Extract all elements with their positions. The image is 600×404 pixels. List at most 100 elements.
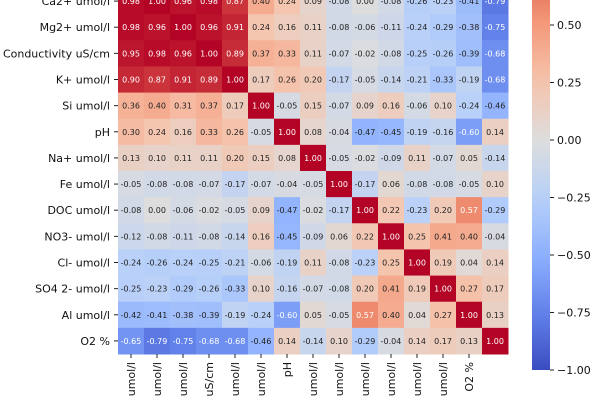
colorbar-tick-label: 0.00 <box>557 134 582 147</box>
heatmap-cell <box>196 223 223 250</box>
heatmap-cell <box>274 0 301 15</box>
cell-value-label: 0.22 <box>356 232 374 241</box>
heatmap-cell <box>404 171 431 198</box>
heatmap-cell <box>404 0 431 15</box>
cell-value-label: 0.15 <box>252 154 270 163</box>
cell-value-label: 0.96 <box>174 49 192 58</box>
cell-value-label: -0.08 <box>173 180 194 189</box>
cell-value-label: -0.14 <box>225 232 246 241</box>
cell-value-label: 0.13 <box>486 311 504 320</box>
cell-value-label: -0.75 <box>485 23 506 32</box>
cell-value-label: -0.46 <box>251 337 272 346</box>
cell-value-label: -0.19 <box>225 311 246 320</box>
cell-value-label: -0.16 <box>277 285 298 294</box>
heatmap-cell <box>430 0 457 15</box>
cell-value-label: -0.16 <box>433 128 454 137</box>
cell-value-label: -0.14 <box>381 76 402 85</box>
y-tick-label: Fe umol/l <box>60 178 110 191</box>
heatmap-cell <box>430 327 457 355</box>
heatmap-cell <box>144 92 171 120</box>
heatmap-cell <box>430 197 457 224</box>
heatmap-cell <box>274 171 301 198</box>
heatmap-cell <box>456 144 483 172</box>
cell-value-label: 0.27 <box>460 285 478 294</box>
heatmap-cell <box>456 66 483 94</box>
heatmap-cell <box>118 40 145 67</box>
cell-value-label: -0.06 <box>251 259 272 268</box>
heatmap-cell <box>404 14 431 41</box>
x-tick-label: O2 % <box>463 362 476 392</box>
cell-value-label: -0.08 <box>381 49 402 58</box>
cell-value-label: -0.24 <box>173 259 194 268</box>
heatmap-cell <box>170 92 197 120</box>
cell-value-label: -0.41 <box>147 311 168 320</box>
cell-value-label: 0.09 <box>252 206 270 215</box>
heatmap-cell <box>170 40 197 67</box>
heatmap-cell <box>274 197 301 224</box>
cell-value-label: 0.11 <box>304 259 322 268</box>
cell-value-label: 1.00 <box>382 232 400 241</box>
cell-value-label: 0.96 <box>174 0 192 6</box>
heatmap-cell <box>326 275 353 303</box>
cell-value-label: -0.08 <box>433 180 454 189</box>
heatmap-cell <box>170 14 197 41</box>
cell-value-label: 0.08 <box>278 154 296 163</box>
y-tick-label: Conductivity uS/cm <box>3 47 110 60</box>
heatmap-cell <box>404 66 431 94</box>
heatmap-cell <box>300 223 327 250</box>
y-tick-label: Mg2+ umol/l <box>40 21 110 34</box>
heatmap-cell <box>326 197 353 224</box>
heatmap-cell <box>170 197 197 224</box>
y-tick-label: Cl- umol/l <box>58 257 110 270</box>
cell-value-label: 0.11 <box>174 154 192 163</box>
x-tick-label: umol/l <box>385 362 398 396</box>
cell-value-label: -0.46 <box>485 102 506 111</box>
heatmap-cell <box>404 249 431 277</box>
heatmap-cell <box>144 0 171 15</box>
cell-value-label: 0.04 <box>408 311 426 320</box>
heatmap-cell <box>482 66 509 94</box>
heatmap-cell <box>378 144 405 172</box>
cell-value-label: -0.68 <box>485 76 506 85</box>
heatmap-cell <box>274 327 301 355</box>
heatmap-cell <box>118 171 145 198</box>
heatmap-cell <box>456 0 483 15</box>
heatmap-cell <box>248 118 275 146</box>
heatmap-cell <box>352 327 379 355</box>
cell-value-label: -0.24 <box>121 259 142 268</box>
x-tick-label: umol/l <box>177 362 190 396</box>
cell-value-label: -0.68 <box>225 337 246 346</box>
heatmap-cell <box>248 171 275 198</box>
heatmap-cell <box>430 223 457 250</box>
cell-value-label: -0.23 <box>147 285 168 294</box>
cell-value-label: -0.39 <box>459 49 480 58</box>
cell-value-label: 0.41 <box>434 232 452 241</box>
heatmap-cell <box>118 66 145 94</box>
cell-value-label: -0.14 <box>303 337 324 346</box>
cell-value-label: -0.75 <box>173 337 194 346</box>
cell-value-label: 0.91 <box>174 76 192 85</box>
heatmap-cell <box>378 197 405 224</box>
cell-value-label: 0.98 <box>122 23 140 32</box>
cell-value-label: 0.05 <box>460 154 478 163</box>
heatmap-cell <box>144 144 171 172</box>
x-tick-label: umol/l <box>229 362 242 396</box>
colorbar-tick-label: −0.75 <box>557 307 591 320</box>
heatmap-cell <box>222 249 249 277</box>
heatmap-cell <box>222 40 249 67</box>
cell-value-label: 0.90 <box>122 76 140 85</box>
cell-value-label: 0.19 <box>408 285 426 294</box>
heatmap-cell <box>248 197 275 224</box>
heatmap-cell <box>248 301 275 329</box>
heatmap-cell <box>196 0 223 15</box>
cell-value-label: -0.39 <box>199 311 220 320</box>
cell-value-label: 0.41 <box>382 285 400 294</box>
cell-value-label: -0.02 <box>355 49 376 58</box>
cell-value-label: 0.95 <box>122 49 140 58</box>
heatmap-cell <box>274 14 301 41</box>
heatmap-cell <box>378 14 405 41</box>
heatmap-cell <box>326 144 353 172</box>
y-tick-label: O2 % <box>80 335 110 348</box>
cell-value-label: -0.25 <box>121 285 142 294</box>
cell-value-label: -0.07 <box>329 102 350 111</box>
